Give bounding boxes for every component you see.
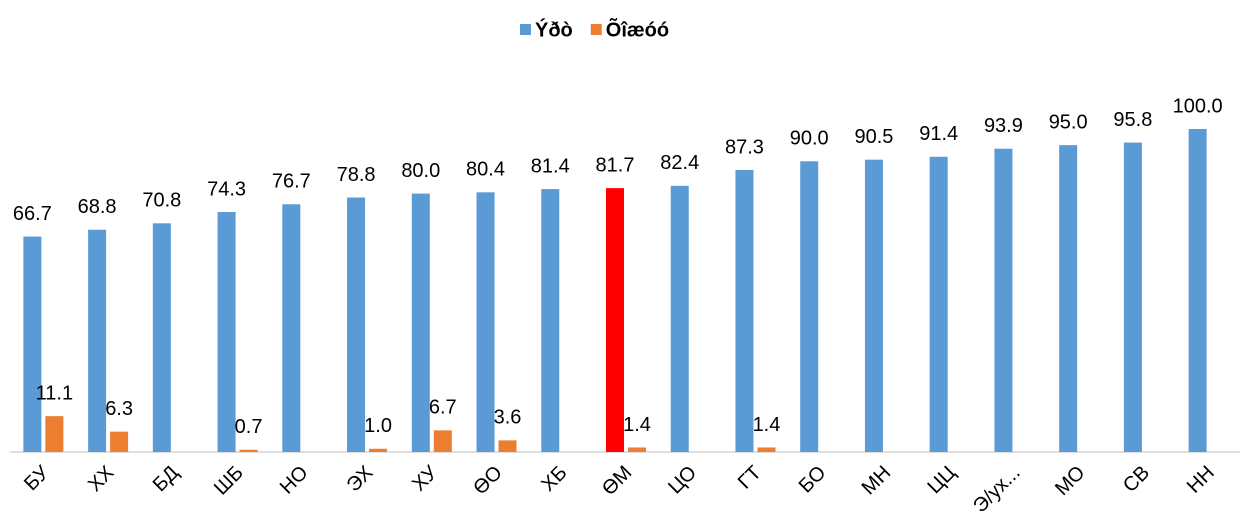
bar xyxy=(498,440,517,452)
bar xyxy=(23,236,42,452)
data-label: 81.7 xyxy=(596,154,635,176)
data-label: 1.0 xyxy=(364,415,392,437)
x-tick-label: ЭХ xyxy=(343,462,378,497)
bar xyxy=(735,170,754,452)
bar xyxy=(88,229,107,452)
data-label: 95.0 xyxy=(1049,111,1088,133)
legend-swatch xyxy=(520,24,531,35)
data-label: 66.7 xyxy=(13,203,52,225)
x-tick-label: Э/ух... xyxy=(969,462,1025,511)
x-tick-label: БО xyxy=(795,462,831,498)
data-label: 100.0 xyxy=(1173,95,1223,117)
data-label: 6.7 xyxy=(429,397,457,419)
x-tick-label: НО xyxy=(276,462,313,499)
x-tick-label: БУ xyxy=(20,462,54,496)
x-tick-label: ӨМ xyxy=(598,462,636,500)
bar xyxy=(1123,142,1142,453)
data-label: 90.5 xyxy=(854,126,893,148)
x-tick-label: ХБ xyxy=(537,462,571,496)
x-tick-label: БД xyxy=(149,461,184,496)
data-label: 68.8 xyxy=(78,196,117,218)
data-label: 90.0 xyxy=(790,128,829,150)
x-tick-label: НН xyxy=(1183,462,1219,498)
x-tick-label: СВ xyxy=(1119,462,1154,497)
data-label: 1.4 xyxy=(623,414,651,436)
data-label: 74.3 xyxy=(207,178,246,200)
bar xyxy=(282,204,301,452)
data-label: 11.1 xyxy=(36,382,73,404)
bar xyxy=(864,159,883,452)
bar xyxy=(541,189,560,452)
x-tick-label: ЦО xyxy=(664,462,701,499)
data-label: 0.7 xyxy=(235,416,263,438)
bar xyxy=(45,416,64,452)
bar xyxy=(433,430,452,452)
bar xyxy=(411,193,430,452)
data-label: 93.9 xyxy=(984,115,1023,137)
x-tick-label: ХУ xyxy=(408,462,442,496)
bar xyxy=(994,148,1013,452)
data-label: 91.4 xyxy=(919,123,958,145)
data-label: 1.4 xyxy=(753,414,781,436)
data-label: 95.8 xyxy=(1113,109,1152,131)
x-tick-label: ӨО xyxy=(469,462,507,500)
data-label: 80.0 xyxy=(401,160,440,182)
x-tick-label: ШБ xyxy=(210,462,248,500)
bar xyxy=(1059,145,1078,452)
data-label: 3.6 xyxy=(494,407,522,429)
bar xyxy=(1188,129,1207,452)
data-label: 70.8 xyxy=(142,190,181,212)
bar xyxy=(929,156,948,452)
bar xyxy=(606,188,624,452)
bar xyxy=(476,192,495,453)
bar xyxy=(800,161,819,453)
x-tick-label: МН xyxy=(858,462,896,500)
data-label: 81.4 xyxy=(531,155,570,177)
data-label: 82.4 xyxy=(660,152,699,174)
bar xyxy=(757,447,776,452)
legend-text: Õîæóó xyxy=(606,17,669,41)
data-label: 87.3 xyxy=(725,136,764,158)
bar xyxy=(347,197,366,452)
data-label: 80.4 xyxy=(466,159,505,181)
bar xyxy=(110,431,129,452)
bar xyxy=(670,185,689,452)
bar xyxy=(152,223,171,452)
x-tick-label: МО xyxy=(1051,462,1089,500)
x-tick-label: ГТ xyxy=(734,462,766,494)
legend-text: Ýðò xyxy=(535,17,573,41)
x-tick-label: ХХ xyxy=(84,462,118,496)
bar xyxy=(239,449,258,452)
bar xyxy=(369,448,388,452)
legend-swatch xyxy=(590,24,602,35)
x-tick-label: ЦЦ xyxy=(923,462,960,499)
bar xyxy=(217,212,236,452)
data-label: 78.8 xyxy=(337,164,376,186)
bar xyxy=(628,447,646,452)
data-label: 76.7 xyxy=(272,171,311,193)
data-label: 6.3 xyxy=(105,398,133,420)
